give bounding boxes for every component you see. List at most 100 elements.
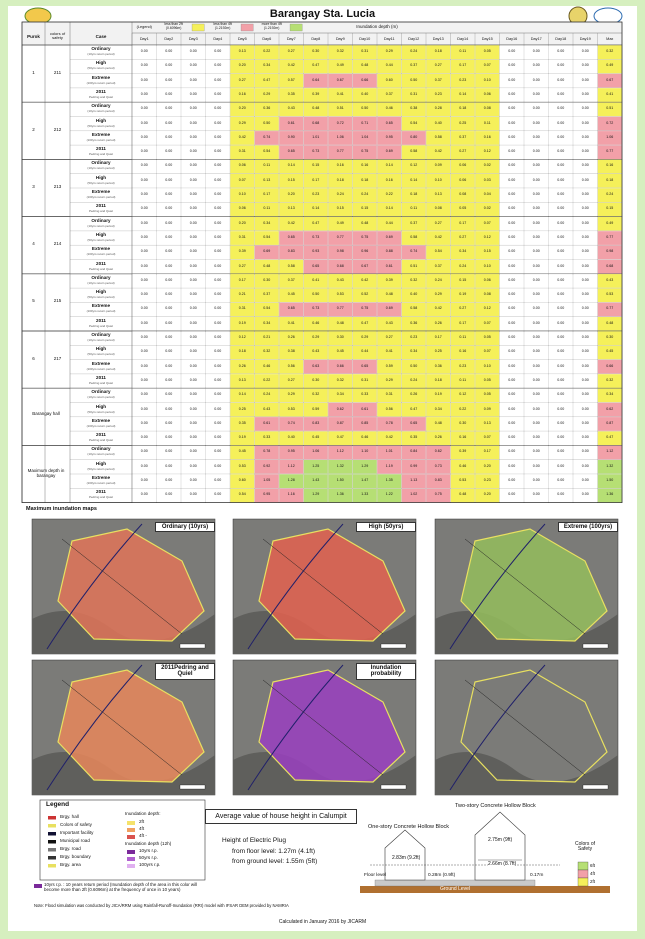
cell-bg [524,445,549,460]
cell-bg [279,274,304,288]
cell-value: 0.00 [581,406,589,411]
cell-value: 0.20 [238,106,246,111]
cell-value: 1.12 [287,463,295,468]
cell-bg [597,460,622,474]
cell-bg [156,417,181,431]
case-name: Ordinary [91,217,111,223]
cell-value: 0.13 [434,192,442,196]
cell-value: 0.00 [508,206,516,211]
cell-bg [401,145,426,160]
cell-bg [597,288,622,303]
cell-value: 0.00 [581,134,589,139]
cell-bg [352,388,377,403]
cell-bg [328,131,353,145]
cell-value: 0.00 [165,192,173,196]
cell-bg [377,245,402,260]
cell-value: 0.00 [214,478,222,482]
cell-bg [181,460,206,474]
cell-bg [426,259,451,274]
cell-value: 0.00 [189,306,197,311]
cell-value: 0.00 [557,377,565,382]
cell-bg [303,402,328,417]
cell-bg [475,288,500,303]
cell-bg [426,345,451,360]
cell-value: 1.05 [263,478,271,482]
cell-bg [328,59,353,74]
case-note: (100yrs return period) [86,195,116,199]
cell-value: 0.22 [263,49,271,53]
day-header: Day11 [383,37,395,41]
cell-bg [401,288,426,303]
case-name: 2011 [96,317,106,323]
cell-bg [401,174,426,188]
cell-value: 0.95 [385,134,393,139]
cell-bg [573,431,598,446]
cell-bg [597,474,622,488]
cell-value: 0.46 [361,435,369,440]
river [247,664,344,791]
cell-value: 0.00 [557,335,565,339]
cell-value: 0.00 [508,120,516,125]
cell-value: 0.17 [459,220,467,225]
header-cell: Case [95,34,107,39]
floor-label: Floor level [364,873,387,878]
road [262,679,384,776]
cell-bg [597,331,622,345]
cell-bg [205,245,230,260]
cell-value: 0.00 [532,449,540,454]
cell-value: 0.87 [606,420,614,425]
cell-value: 0.00 [189,406,197,411]
cell-value: 0.11 [263,206,271,211]
cell-bg [132,274,157,288]
cell-value: 0.00 [508,106,516,111]
cell-value: 0.02 [483,163,491,168]
cell-bg [132,88,157,102]
cell-bg [450,131,475,145]
cell-value: 0.00 [214,277,222,282]
cell-bg [573,488,598,503]
cell-bg [181,474,206,488]
cell-value: 0.00 [140,463,148,468]
table-header-bg [21,21,623,46]
cell-value: 1.33 [361,492,369,497]
cell-bg [303,45,328,59]
cell-bg [279,159,304,174]
map-title: High (50yrs) [356,522,416,533]
cell-bg [499,59,524,74]
cell-bg [132,345,157,360]
cell-value: 0.00 [189,120,197,125]
cell-value: 0.27 [287,377,295,382]
cell-bg [573,317,598,331]
case-name: Ordinary [91,332,111,337]
cell-value: 0.48 [606,320,614,325]
cell-bg [230,216,255,231]
cell-bg [254,388,279,403]
legend-item: Brgy. road [60,846,81,851]
cell-value: 0.00 [508,192,516,196]
cell-bg [303,145,328,160]
cell-bg [524,374,549,388]
flood-area [57,669,205,783]
cell-value: 0.95 [287,449,295,454]
cell-bg [401,245,426,260]
cell-value: 0.43 [287,106,295,111]
cell-value: 0.00 [214,392,222,397]
cell-bg [205,73,230,88]
cell-value: 0.00 [532,377,540,382]
cell-value: 0.18 [459,106,467,111]
cell-bg [205,488,230,503]
cell-value: 0.46 [263,363,271,368]
cell-bg [499,274,524,288]
cell-value: 0.25 [459,120,467,125]
case-name: Extreme [91,246,111,252]
cell-bg [328,302,353,317]
cell-bg [303,460,328,474]
cell-bg [597,88,622,102]
case-name: 2011 [96,203,106,209]
cell-value: 0.25 [238,406,246,411]
cell-bg [524,216,549,231]
cell-value: 0.27 [238,263,246,268]
cell-value: 0.41 [287,320,295,325]
river [449,664,546,791]
cell-value: 0.03 [483,177,491,182]
